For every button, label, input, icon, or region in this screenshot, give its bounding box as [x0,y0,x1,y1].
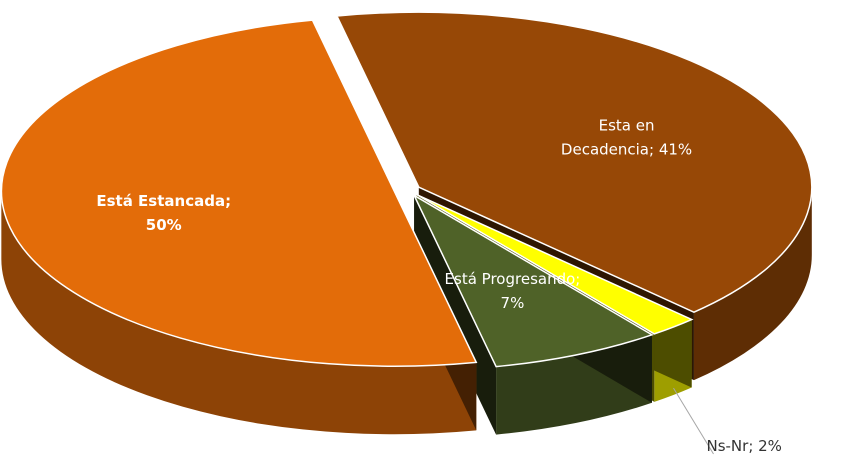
slice [335,11,813,313]
leader-line [673,387,714,455]
data-label: Está Estancada; 50% [96,192,231,234]
slice [412,193,654,368]
data-label: Está Progresando; 7% [445,269,581,311]
slice [416,193,694,335]
slice-side [1,191,477,435]
data-label: Ns-Nr; 2% [706,437,781,455]
slice [1,19,478,367]
data-label: Esta en Decadencia; 41% [561,116,692,158]
slice-side [693,187,812,381]
